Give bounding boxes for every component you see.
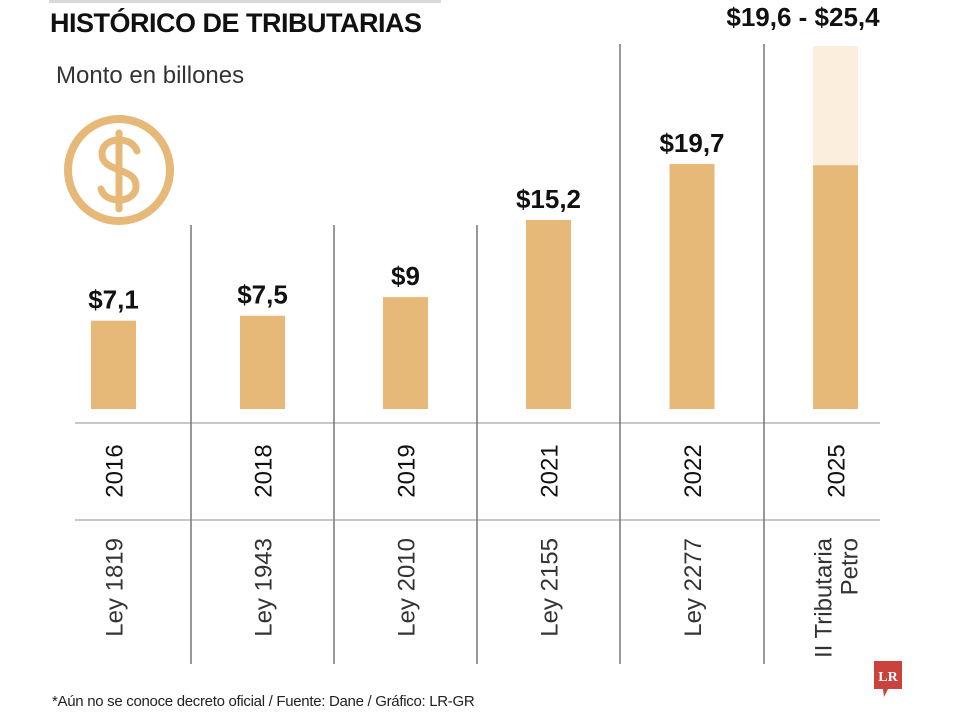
year-label: 2025 — [824, 444, 851, 497]
value-label: $7,5 — [237, 280, 288, 310]
chart-title: HISTÓRICO DE TRIBUTARIAS — [50, 8, 422, 38]
bar-2018 — [240, 315, 285, 409]
chart-subtitle: Monto en billones — [56, 62, 245, 89]
year-label: 2022 — [680, 444, 707, 497]
bar-2016 — [91, 320, 136, 409]
bar-2019 — [383, 297, 428, 409]
value-label: $7,1 — [88, 285, 139, 315]
bar-2025 — [813, 165, 858, 409]
law-label: Ley 2155 — [537, 538, 564, 637]
law-label: Ley 1943 — [251, 538, 278, 637]
value-label: $19,7 — [659, 128, 724, 158]
value-label: $9 — [391, 261, 420, 291]
projection-bar — [813, 46, 858, 166]
value-label: $19,6 - $25,4 — [726, 2, 880, 32]
law-label: Petro — [837, 538, 864, 595]
year-label: 2021 — [537, 444, 564, 497]
dollar-coin-icon — [64, 115, 174, 225]
top-rule — [49, 0, 441, 3]
law-label: Ley 1819 — [102, 538, 129, 637]
footnote: *Aún no se conoce decreto oficial / Fuen… — [52, 693, 475, 710]
value-label: $15,2 — [516, 184, 581, 214]
year-label: 2018 — [251, 444, 278, 497]
bar-2021 — [526, 219, 571, 409]
law-label: Ley 2277 — [680, 538, 707, 637]
year-label: 2019 — [394, 444, 421, 497]
lr-logo-text: LR — [878, 670, 898, 685]
year-label: 2016 — [102, 444, 129, 497]
law-label: II Tributaria — [811, 537, 838, 658]
bar-2022 — [669, 164, 715, 409]
law-label: Ley 2010 — [394, 538, 421, 637]
lr-logo: LR — [874, 661, 902, 697]
